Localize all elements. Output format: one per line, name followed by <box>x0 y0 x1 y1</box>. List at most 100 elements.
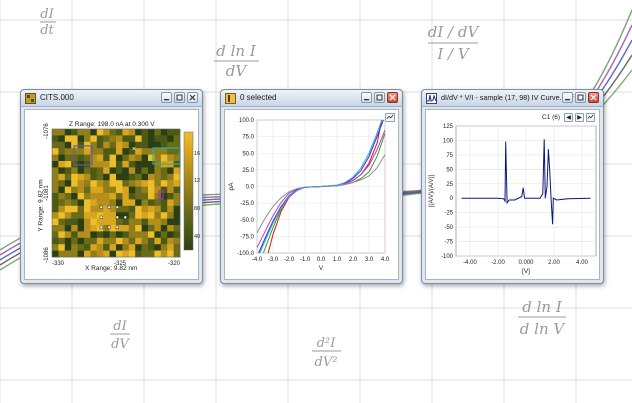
didv-curve-plot[interactable]: 125 100 75 50 25 0 -25 -50 -75 -100 -4.00 -2.00 0.00… <box>426 110 601 281</box>
map-pixel <box>116 173 123 181</box>
map-pixel <box>167 244 174 251</box>
close-button[interactable] <box>387 92 398 103</box>
selection-point <box>99 205 103 209</box>
formula-6-num: d ln I <box>522 298 563 316</box>
map-pixel <box>96 212 104 219</box>
map-pixel <box>52 199 59 207</box>
map-pixel <box>64 237 72 245</box>
map-pixel <box>116 167 123 175</box>
maximize-button[interactable] <box>374 92 385 103</box>
map-pixel <box>109 250 117 258</box>
cits-window-titlebar[interactable]: CITS.000 <box>21 90 202 107</box>
plot-options-button[interactable] <box>586 113 595 122</box>
map-pixel <box>128 161 136 168</box>
map-pixel <box>52 218 59 226</box>
map-pixel <box>84 186 91 194</box>
cits-map-plot[interactable]: × -1076 -1081 -1086-330 -325 -320 160 120 80 40 <box>25 110 200 281</box>
didv-window[interactable]: dI/dV * V/I - sample (17, 98) IV Curve.b… <box>421 89 604 284</box>
map-pixel <box>84 231 91 239</box>
map-pixel <box>103 193 110 200</box>
y-tick-label: -25 <box>444 211 453 217</box>
map-pixel <box>64 180 72 187</box>
map-pixel <box>96 244 104 251</box>
minimize-button[interactable] <box>562 92 573 103</box>
map-pixel <box>90 173 98 181</box>
map-pixel <box>90 212 98 219</box>
map-pixel <box>71 180 78 187</box>
map-pixel <box>103 199 110 207</box>
map-pixel <box>128 225 136 232</box>
previous-channel-button[interactable]: ◀ <box>564 113 573 122</box>
next-channel-button[interactable]: ▶ <box>575 113 584 122</box>
map-pixel <box>64 250 72 258</box>
y-tick-label: -50 <box>444 225 453 231</box>
map-pixel <box>90 161 98 168</box>
close-button[interactable] <box>588 92 599 103</box>
didv-window-titlebar[interactable]: dI/dV * V/I - sample (17, 98) IV Curve.b… <box>422 90 603 107</box>
map-pixel <box>64 244 72 251</box>
map-pixel <box>77 250 85 258</box>
map-pixel <box>64 186 72 194</box>
minimize-button[interactable] <box>361 92 372 103</box>
map-pixel <box>160 250 168 258</box>
iv-curves-window[interactable]: 0 selected 100.0 75.0 50.0 25.0 0.0 -25.0 -50.… <box>220 89 403 284</box>
map-pixel <box>64 193 72 200</box>
iv-window-titlebar[interactable]: 0 selected <box>221 90 402 107</box>
map-pixel <box>128 154 136 162</box>
map-pixel <box>135 161 142 168</box>
map-pixel <box>96 129 104 136</box>
y-axis-label: [(A/V)/(A/V)] <box>429 175 435 208</box>
map-pixel <box>148 218 155 226</box>
plot-options-button[interactable] <box>385 113 395 122</box>
map-pixel <box>128 218 136 226</box>
map-pixel <box>148 129 155 136</box>
map-pixel <box>160 193 168 200</box>
formula-2: d ln I dV <box>214 42 259 80</box>
map-pixel <box>90 218 98 226</box>
map-pixel <box>148 180 155 187</box>
map-pixel <box>58 212 66 219</box>
x-tick-label: 0.000 <box>518 260 534 266</box>
x-axis-label: [V] <box>522 268 530 275</box>
colorbar-tick-label: 40 <box>194 234 200 240</box>
map-pixel <box>103 148 110 155</box>
map-pixel <box>64 141 72 149</box>
minimize-button[interactable] <box>161 92 172 103</box>
map-pixel <box>96 231 104 239</box>
map-pixel <box>90 180 98 187</box>
maximize-button[interactable] <box>174 92 185 103</box>
close-button[interactable] <box>187 92 198 103</box>
x-tick-label: 3.0 <box>365 257 374 263</box>
map-pixel <box>128 148 136 155</box>
map-pixel <box>58 218 66 226</box>
maximize-button[interactable] <box>575 92 586 103</box>
map-pixel <box>154 250 162 258</box>
cits-map-window[interactable]: CITS.000 Z Range: 198.0 nA at 0.300 V × -… <box>20 89 203 284</box>
map-pixel <box>109 129 117 136</box>
map-pixel <box>173 180 181 187</box>
map-pixel <box>141 186 149 194</box>
map-pixel <box>96 199 104 207</box>
map-pixel <box>154 205 162 213</box>
map-pixel <box>141 244 149 251</box>
formula-1: dI dt <box>40 7 56 38</box>
map-pixel <box>148 205 155 213</box>
selection-point <box>99 225 103 229</box>
map-pixel <box>64 129 72 136</box>
y-tick-label: -1086 <box>44 247 50 263</box>
map-pixel <box>58 199 66 207</box>
map-pixel <box>84 193 91 200</box>
map-pixel <box>103 141 110 149</box>
map-pixel <box>71 173 78 181</box>
map-pixel <box>109 205 117 213</box>
map-pixel <box>77 218 85 226</box>
selection-point <box>107 225 111 229</box>
map-pixel <box>167 193 174 200</box>
map-pixel <box>90 250 98 258</box>
iv-curve-plot[interactable]: 100.0 75.0 50.0 25.0 0.0 -25.0 -50.0 -75.0 -100.… <box>225 110 400 281</box>
map-pixel <box>64 154 72 162</box>
selection-point <box>115 215 119 219</box>
map-pixel <box>96 237 104 245</box>
map-pixel <box>58 237 66 245</box>
map-pixel <box>109 186 117 194</box>
